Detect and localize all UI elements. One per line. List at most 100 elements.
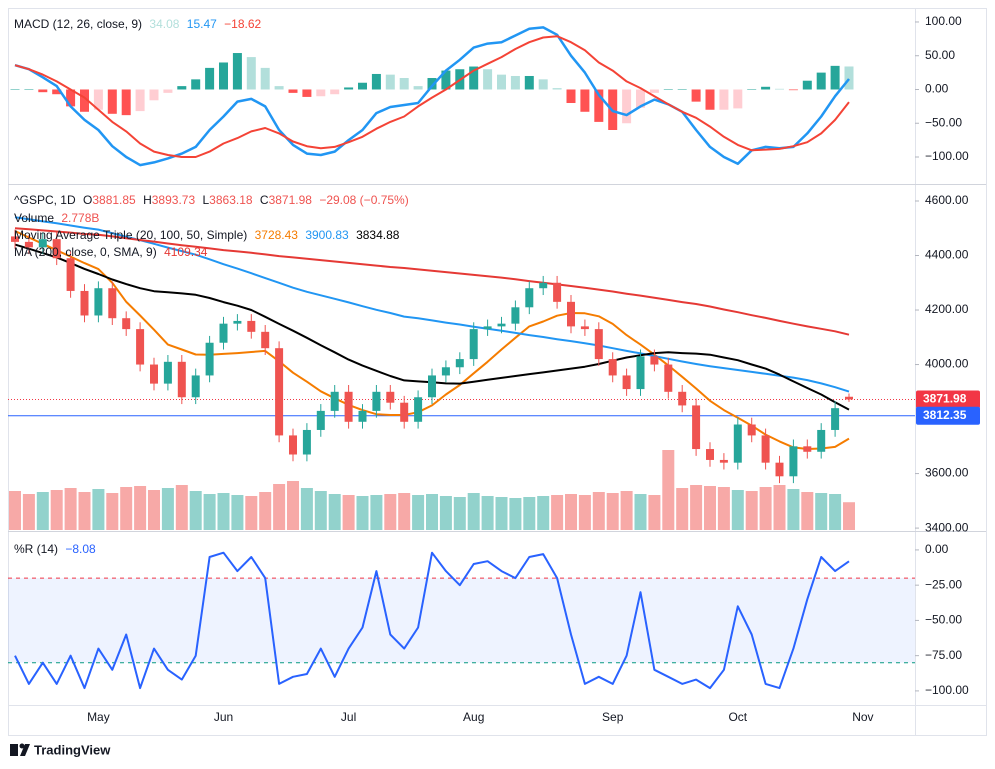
legend-value: 15.47 bbox=[186, 17, 217, 31]
volume-bar bbox=[565, 494, 577, 530]
candle-body bbox=[594, 329, 603, 360]
volume-bar bbox=[648, 495, 661, 530]
volume-bar bbox=[300, 488, 313, 530]
candle-body bbox=[747, 424, 756, 436]
volume-bar bbox=[106, 493, 119, 530]
legend-value: 2.778B bbox=[61, 211, 100, 225]
candle-body bbox=[80, 290, 89, 316]
volume-bar bbox=[843, 502, 855, 530]
volume-bar bbox=[495, 497, 508, 530]
histogram-bar bbox=[191, 79, 201, 90]
volume-bar bbox=[148, 490, 160, 530]
candle-body bbox=[11, 236, 19, 242]
legend-key: C bbox=[259, 193, 269, 207]
legend-key: H bbox=[143, 193, 152, 207]
candle-body bbox=[761, 435, 770, 463]
histogram-bar bbox=[524, 75, 534, 90]
candle-body bbox=[136, 329, 145, 365]
histogram-bar bbox=[163, 89, 173, 93]
candle-body bbox=[567, 301, 575, 327]
candle-body bbox=[789, 446, 798, 477]
histogram-bar bbox=[274, 86, 284, 90]
histogram-bar bbox=[566, 89, 576, 103]
y-tick-label: −50.00 bbox=[925, 613, 962, 627]
candle-body bbox=[428, 375, 436, 398]
y-tick-label: 4000.00 bbox=[925, 357, 969, 371]
legend-value: 3863.18 bbox=[209, 193, 253, 207]
volume-bar bbox=[815, 493, 828, 530]
volume-bar bbox=[453, 497, 466, 530]
histogram-bar bbox=[844, 66, 854, 90]
candle-body bbox=[150, 364, 158, 384]
volume-bar bbox=[634, 494, 647, 530]
moving-average bbox=[14, 227, 850, 336]
candle-body bbox=[316, 410, 325, 430]
x-tick-label: Jul bbox=[341, 710, 356, 724]
volume-bar bbox=[537, 496, 550, 530]
histogram-bar bbox=[622, 89, 632, 124]
legend-value: 3834.88 bbox=[356, 228, 400, 242]
histogram-bar bbox=[413, 86, 423, 90]
volume-bar bbox=[467, 493, 480, 530]
ma200-legend: MA (200, close, 0, SMA, 9) 4109.34 bbox=[14, 244, 211, 260]
histogram-bar bbox=[344, 87, 354, 90]
x-tick-label: Nov bbox=[852, 710, 873, 724]
volume-bar bbox=[773, 485, 786, 530]
histogram-bar bbox=[830, 65, 840, 90]
histogram-bar bbox=[219, 62, 228, 90]
volume-bar bbox=[22, 494, 35, 530]
histogram-bar bbox=[469, 66, 479, 90]
price-label: 3871.98 bbox=[923, 392, 967, 406]
legend-value: 3881.85 bbox=[92, 193, 136, 207]
volume-bar bbox=[620, 491, 633, 530]
moving-average bbox=[14, 230, 850, 450]
chart-border bbox=[8, 8, 987, 736]
volume-bar bbox=[426, 494, 438, 530]
candle-body bbox=[163, 361, 172, 384]
y-tick-label: 3400.00 bbox=[925, 520, 969, 534]
legend-value: 4109.34 bbox=[164, 245, 208, 259]
candle-body bbox=[233, 320, 242, 324]
candle-body bbox=[24, 241, 33, 248]
volume-bar bbox=[662, 450, 675, 530]
candle-body bbox=[414, 397, 423, 422]
candle-body bbox=[344, 391, 353, 422]
legend-title: Volume bbox=[14, 211, 55, 225]
x-tick-label: May bbox=[87, 710, 110, 724]
macd-legend: MACD (12, 26, close, 9) 34.08 15.47 −18.… bbox=[14, 16, 265, 32]
volume-bar bbox=[829, 494, 842, 530]
volume-bar bbox=[231, 495, 244, 530]
volume-bar bbox=[50, 490, 63, 530]
candle-body bbox=[636, 356, 645, 390]
volume-bar bbox=[578, 495, 591, 530]
candle-body bbox=[358, 410, 367, 422]
histogram-bar bbox=[246, 57, 256, 90]
candle-body bbox=[692, 405, 701, 450]
volume-bar bbox=[203, 494, 216, 530]
candle-body bbox=[94, 288, 103, 316]
legend-key: L bbox=[202, 193, 210, 207]
volume-bar bbox=[439, 496, 452, 530]
histogram-bar bbox=[177, 86, 187, 90]
legend-value: −8.08 bbox=[65, 542, 96, 556]
legend-title: MACD (12, 26, close, 9) bbox=[14, 17, 143, 31]
volume-bar bbox=[9, 491, 21, 530]
candle-body bbox=[386, 391, 395, 403]
volume-legend: Volume 2.778B bbox=[14, 210, 103, 226]
candle-body bbox=[330, 391, 339, 411]
volume-bar bbox=[523, 497, 536, 530]
histogram-bar bbox=[52, 89, 62, 95]
histogram-bar bbox=[691, 89, 701, 102]
volume-bar bbox=[704, 486, 716, 530]
volume-bar bbox=[217, 493, 230, 530]
price-label-box bbox=[916, 406, 980, 425]
y-tick-label: −25.00 bbox=[925, 577, 962, 591]
candle-body bbox=[525, 288, 534, 308]
volume-bar bbox=[134, 486, 147, 530]
histogram-bar bbox=[302, 89, 312, 97]
candle-body bbox=[455, 359, 464, 368]
candle-body bbox=[372, 391, 381, 411]
histogram-bar bbox=[802, 80, 812, 90]
volume-bar bbox=[384, 494, 397, 530]
volume-bar bbox=[78, 492, 91, 530]
